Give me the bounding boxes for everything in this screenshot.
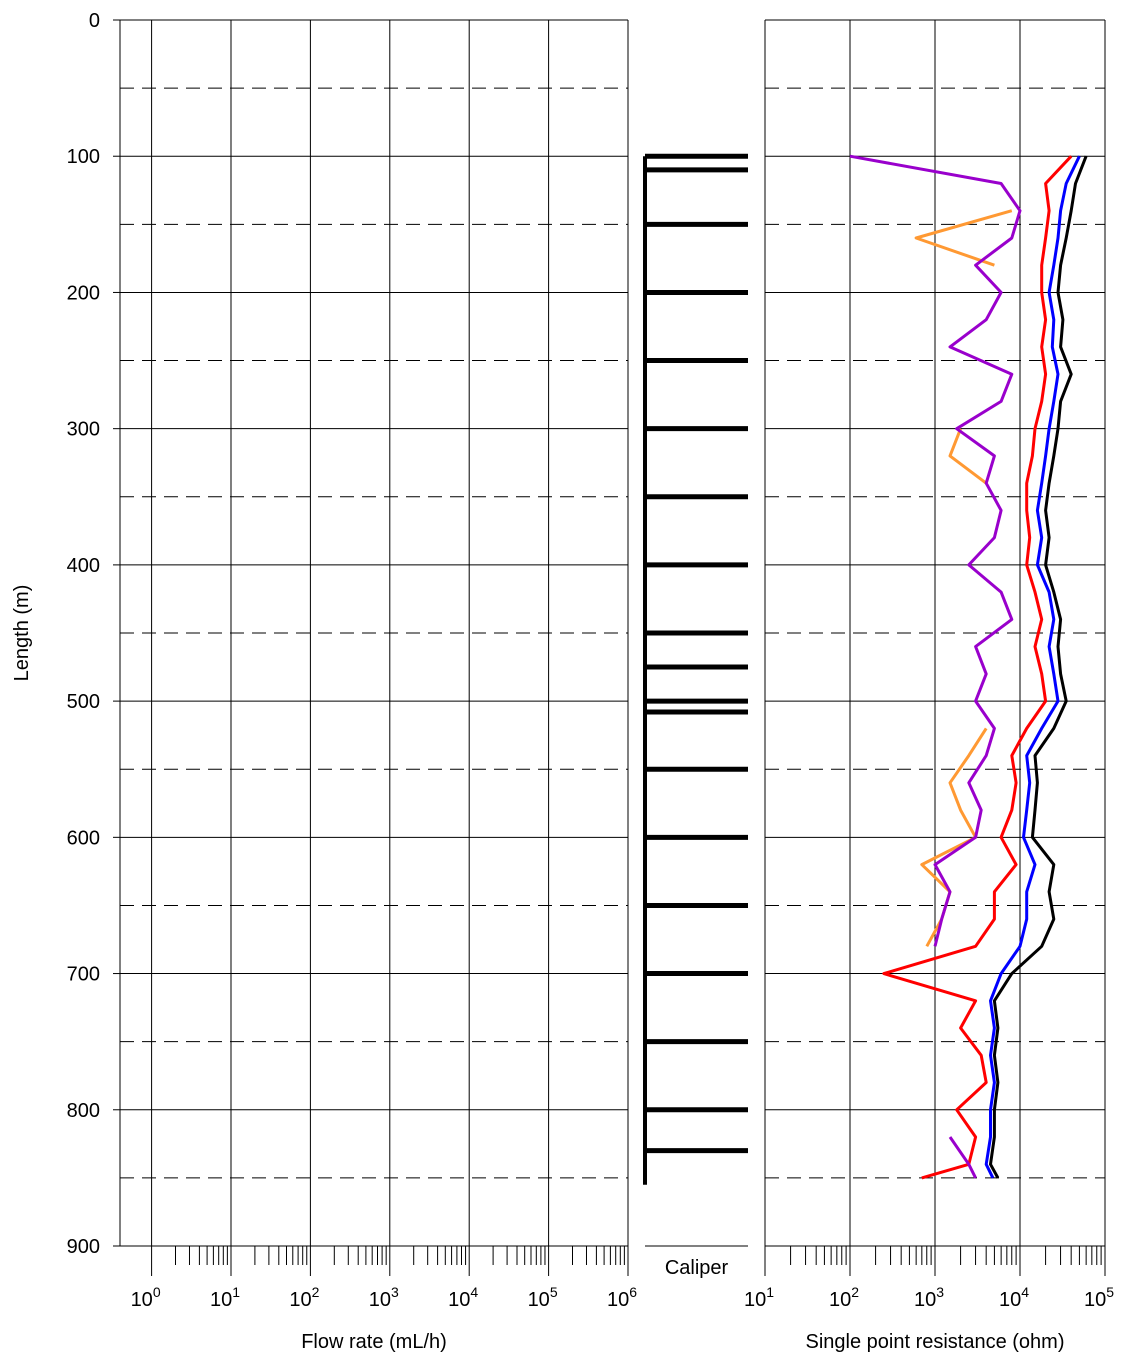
x-tick-exponent: 0 xyxy=(153,1284,161,1300)
x-axis-label: Caliper xyxy=(665,1257,729,1279)
x-axis-label: Flow rate (mL/h) xyxy=(301,1331,447,1353)
y-tick-label: 700 xyxy=(67,964,100,986)
x-tick-label: 104 xyxy=(448,1284,478,1311)
y-tick-label: 300 xyxy=(67,419,100,441)
x-tick-exponent: 1 xyxy=(232,1284,240,1300)
y-tick-label: 600 xyxy=(67,827,100,849)
x-tick-label: 102 xyxy=(289,1284,319,1311)
x-tick-base: 10 xyxy=(914,1289,936,1311)
x-tick-exponent: 1 xyxy=(766,1284,774,1300)
x-tick-label: 106 xyxy=(607,1284,637,1311)
x-tick-exponent: 3 xyxy=(936,1284,944,1300)
x-tick-base: 10 xyxy=(289,1289,311,1311)
x-tick-label: 103 xyxy=(914,1284,944,1311)
x-tick-label: 105 xyxy=(528,1284,558,1311)
y-tick-label: 800 xyxy=(67,1100,100,1122)
data-line xyxy=(914,209,1013,948)
x-tick-exponent: 2 xyxy=(851,1284,859,1300)
data-line xyxy=(882,155,1073,1180)
data-line xyxy=(984,155,1081,1179)
x-tick-base: 10 xyxy=(1084,1289,1106,1311)
x-tick-base: 10 xyxy=(999,1289,1021,1311)
data-line xyxy=(989,155,1088,1179)
y-axis-label: Length (m) xyxy=(11,585,33,682)
x-tick-exponent: 6 xyxy=(629,1284,637,1300)
y-tick-label: 500 xyxy=(67,691,100,713)
x-tick-label: 103 xyxy=(369,1284,399,1311)
x-tick-label: 101 xyxy=(744,1284,774,1311)
y-tick-label: 0 xyxy=(89,10,100,32)
x-tick-base: 10 xyxy=(448,1289,470,1311)
x-tick-exponent: 3 xyxy=(391,1284,399,1300)
x-tick-base: 10 xyxy=(528,1289,550,1311)
y-tick-label: 900 xyxy=(67,1236,100,1258)
x-tick-base: 10 xyxy=(369,1289,391,1311)
y-tick-label: 400 xyxy=(67,555,100,577)
x-tick-label: 105 xyxy=(1084,1284,1114,1311)
x-axis-label: Single point resistance (ohm) xyxy=(805,1331,1064,1353)
x-tick-exponent: 5 xyxy=(1106,1284,1114,1300)
x-tick-exponent: 4 xyxy=(1021,1284,1029,1300)
x-tick-label: 104 xyxy=(999,1284,1029,1311)
x-tick-base: 10 xyxy=(131,1289,153,1311)
x-tick-base: 10 xyxy=(744,1289,766,1311)
x-tick-exponent: 4 xyxy=(470,1284,478,1300)
x-tick-base: 10 xyxy=(210,1289,232,1311)
x-tick-exponent: 2 xyxy=(312,1284,320,1300)
x-tick-label: 102 xyxy=(829,1284,859,1311)
x-tick-base: 10 xyxy=(829,1289,851,1311)
data-line xyxy=(849,154,1022,1179)
x-tick-base: 10 xyxy=(607,1289,629,1311)
x-tick-label: 100 xyxy=(131,1284,161,1311)
y-tick-label: 200 xyxy=(67,282,100,304)
x-tick-exponent: 5 xyxy=(550,1284,558,1300)
x-tick-label: 101 xyxy=(210,1284,240,1311)
y-tick-label: 100 xyxy=(67,146,100,168)
